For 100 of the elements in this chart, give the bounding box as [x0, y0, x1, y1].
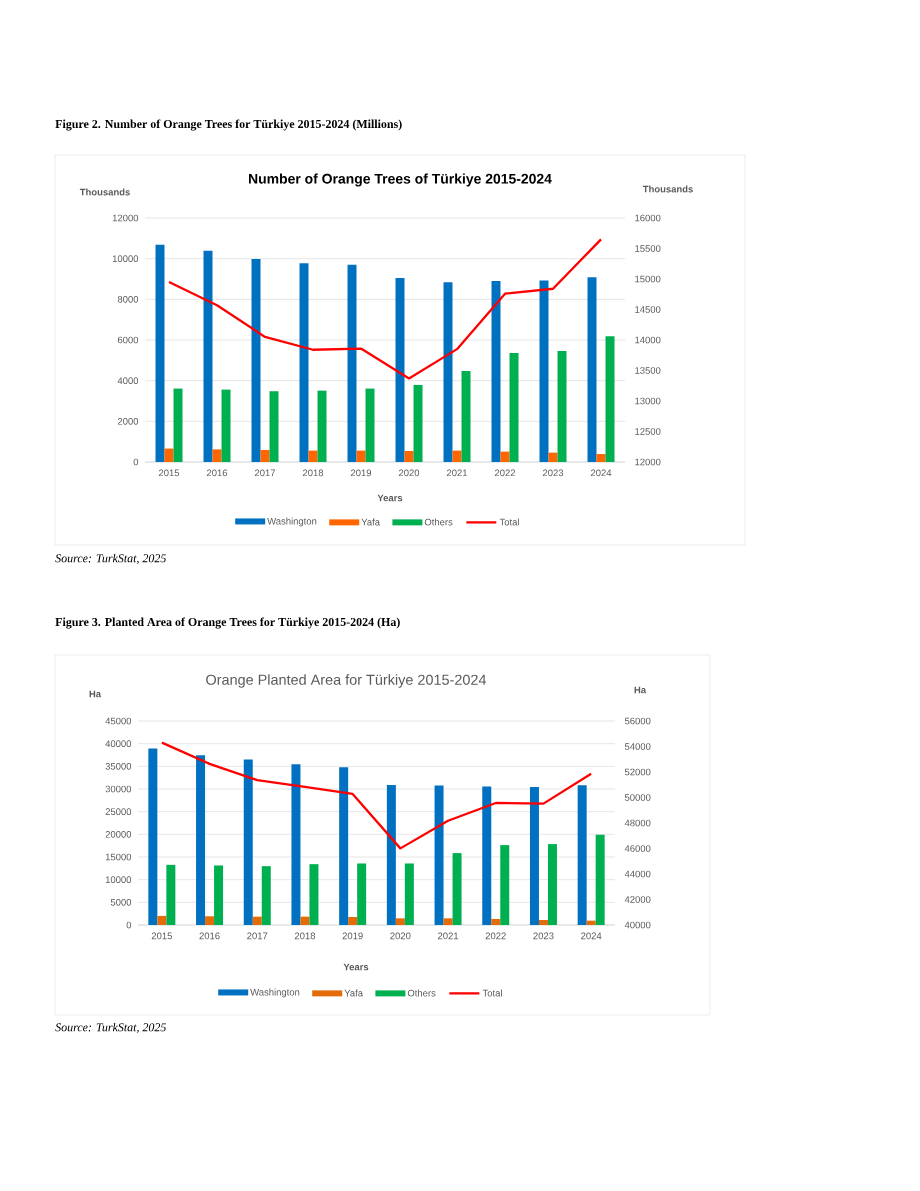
y-tick-label: 12000	[112, 214, 139, 222]
legend-label: Washington	[250, 988, 300, 998]
y-tick-label: 20000	[105, 830, 132, 838]
x-tick-label: 2023	[533, 932, 554, 940]
bar	[605, 336, 615, 462]
x-tick-label: 2020	[390, 932, 411, 940]
legend-label: Others	[407, 989, 436, 997]
x-tick-label: 2017	[254, 469, 276, 477]
bar	[529, 786, 539, 925]
bar	[243, 759, 253, 925]
y2-tick-label: 42000	[624, 896, 651, 903]
bar	[596, 454, 606, 462]
y2-tick-label: 15500	[635, 245, 661, 252]
bar	[339, 767, 349, 925]
y-tick-label: 40000	[105, 740, 132, 748]
bar	[308, 450, 318, 462]
bar	[196, 755, 206, 925]
legend-label: Washington	[267, 517, 317, 527]
x-tick-label: 2018	[294, 932, 316, 940]
y-tick-label: 8000	[117, 295, 139, 303]
bar	[251, 259, 261, 462]
bar	[166, 864, 176, 925]
source-note: Source: TurkStat, 2025	[55, 1022, 166, 1034]
bar	[291, 764, 301, 925]
x-tick-label: 2021	[438, 932, 459, 940]
bar	[509, 353, 519, 462]
legend-label: Yafa	[361, 518, 380, 526]
x-tick-label: 2016	[199, 932, 220, 940]
y-tick-label: 4000	[117, 377, 139, 385]
line-series	[167, 238, 603, 380]
y2-axis-title: Ha	[634, 686, 647, 694]
bar	[252, 916, 262, 925]
y-tick-label: 2000	[117, 417, 139, 425]
bar	[395, 918, 405, 925]
y-tick-label: 10000	[112, 255, 139, 263]
y-tick-label: 0	[126, 921, 132, 929]
x-axis-title: Years	[377, 494, 403, 502]
bar	[443, 918, 453, 925]
caption: Figure 3. Planted Area of Orange Trees for Türkiye 2015-2024 (Ha)	[55, 617, 400, 629]
bar	[500, 845, 510, 925]
bar	[557, 350, 567, 462]
y2-tick-label: 56000	[624, 717, 651, 725]
y2-tick-label: 14000	[635, 336, 661, 344]
bar	[164, 448, 174, 462]
chart-title: Number of Orange Trees of Türkiye 2015-2024	[249, 173, 552, 187]
x-tick-label: 2019	[350, 469, 372, 477]
y-tick-label: 0	[133, 458, 139, 466]
y-tick-label: 6000	[117, 336, 139, 344]
x-tick-label: 2024	[590, 469, 612, 477]
source-note: Source: TurkStat, 2025	[55, 553, 166, 565]
bar	[155, 244, 165, 462]
x-tick-label: 2015	[151, 932, 172, 940]
bar	[482, 786, 492, 925]
bar	[395, 277, 405, 462]
bar	[203, 250, 213, 462]
bar	[547, 844, 557, 925]
y-tick-label: 30000	[105, 785, 132, 793]
x-tick-label: 2017	[247, 932, 268, 940]
line-series	[160, 741, 593, 850]
y2-tick-label: 15000	[635, 275, 661, 283]
y2-axis-title: Thousands	[642, 185, 693, 193]
bar	[173, 388, 183, 462]
x-axis-title: Years	[343, 963, 369, 971]
x-tick-label: 2022	[494, 469, 516, 477]
y-tick-label: 25000	[105, 808, 132, 816]
x-tick-label: 2024	[581, 932, 602, 940]
y2-tick-label: 48000	[624, 819, 651, 827]
y2-tick-label: 12500	[635, 428, 661, 435]
bar	[452, 450, 462, 462]
bar	[404, 451, 414, 462]
bar	[548, 452, 558, 462]
legend-label: Yafa	[344, 989, 363, 997]
bar	[260, 450, 270, 462]
legend-label: Total	[499, 518, 519, 526]
x-tick-label: 2016	[206, 469, 228, 477]
bar	[491, 918, 501, 925]
bar	[443, 282, 453, 462]
bar	[300, 916, 310, 925]
y2-tick-label: 40000	[624, 921, 651, 929]
bar	[212, 449, 222, 462]
bar	[299, 263, 309, 462]
x-tick-label: 2020	[398, 469, 420, 477]
bar	[491, 281, 501, 462]
y2-tick-label: 54000	[624, 743, 651, 750]
y-axis-title: Thousands	[79, 188, 130, 196]
bar	[461, 370, 471, 462]
bar	[357, 863, 367, 925]
bar	[221, 389, 231, 462]
bar	[404, 863, 414, 925]
y-tick-label: 10000	[105, 876, 132, 884]
bar	[587, 277, 597, 462]
bar	[539, 280, 549, 462]
y-tick-label: 45000	[105, 717, 132, 725]
bar	[500, 451, 510, 462]
x-tick-label: 2015	[158, 469, 180, 477]
bar	[347, 264, 357, 462]
bar	[365, 388, 375, 462]
bar	[214, 865, 224, 925]
y2-tick-label: 46000	[624, 845, 651, 852]
y2-tick-label: 13500	[635, 367, 661, 374]
